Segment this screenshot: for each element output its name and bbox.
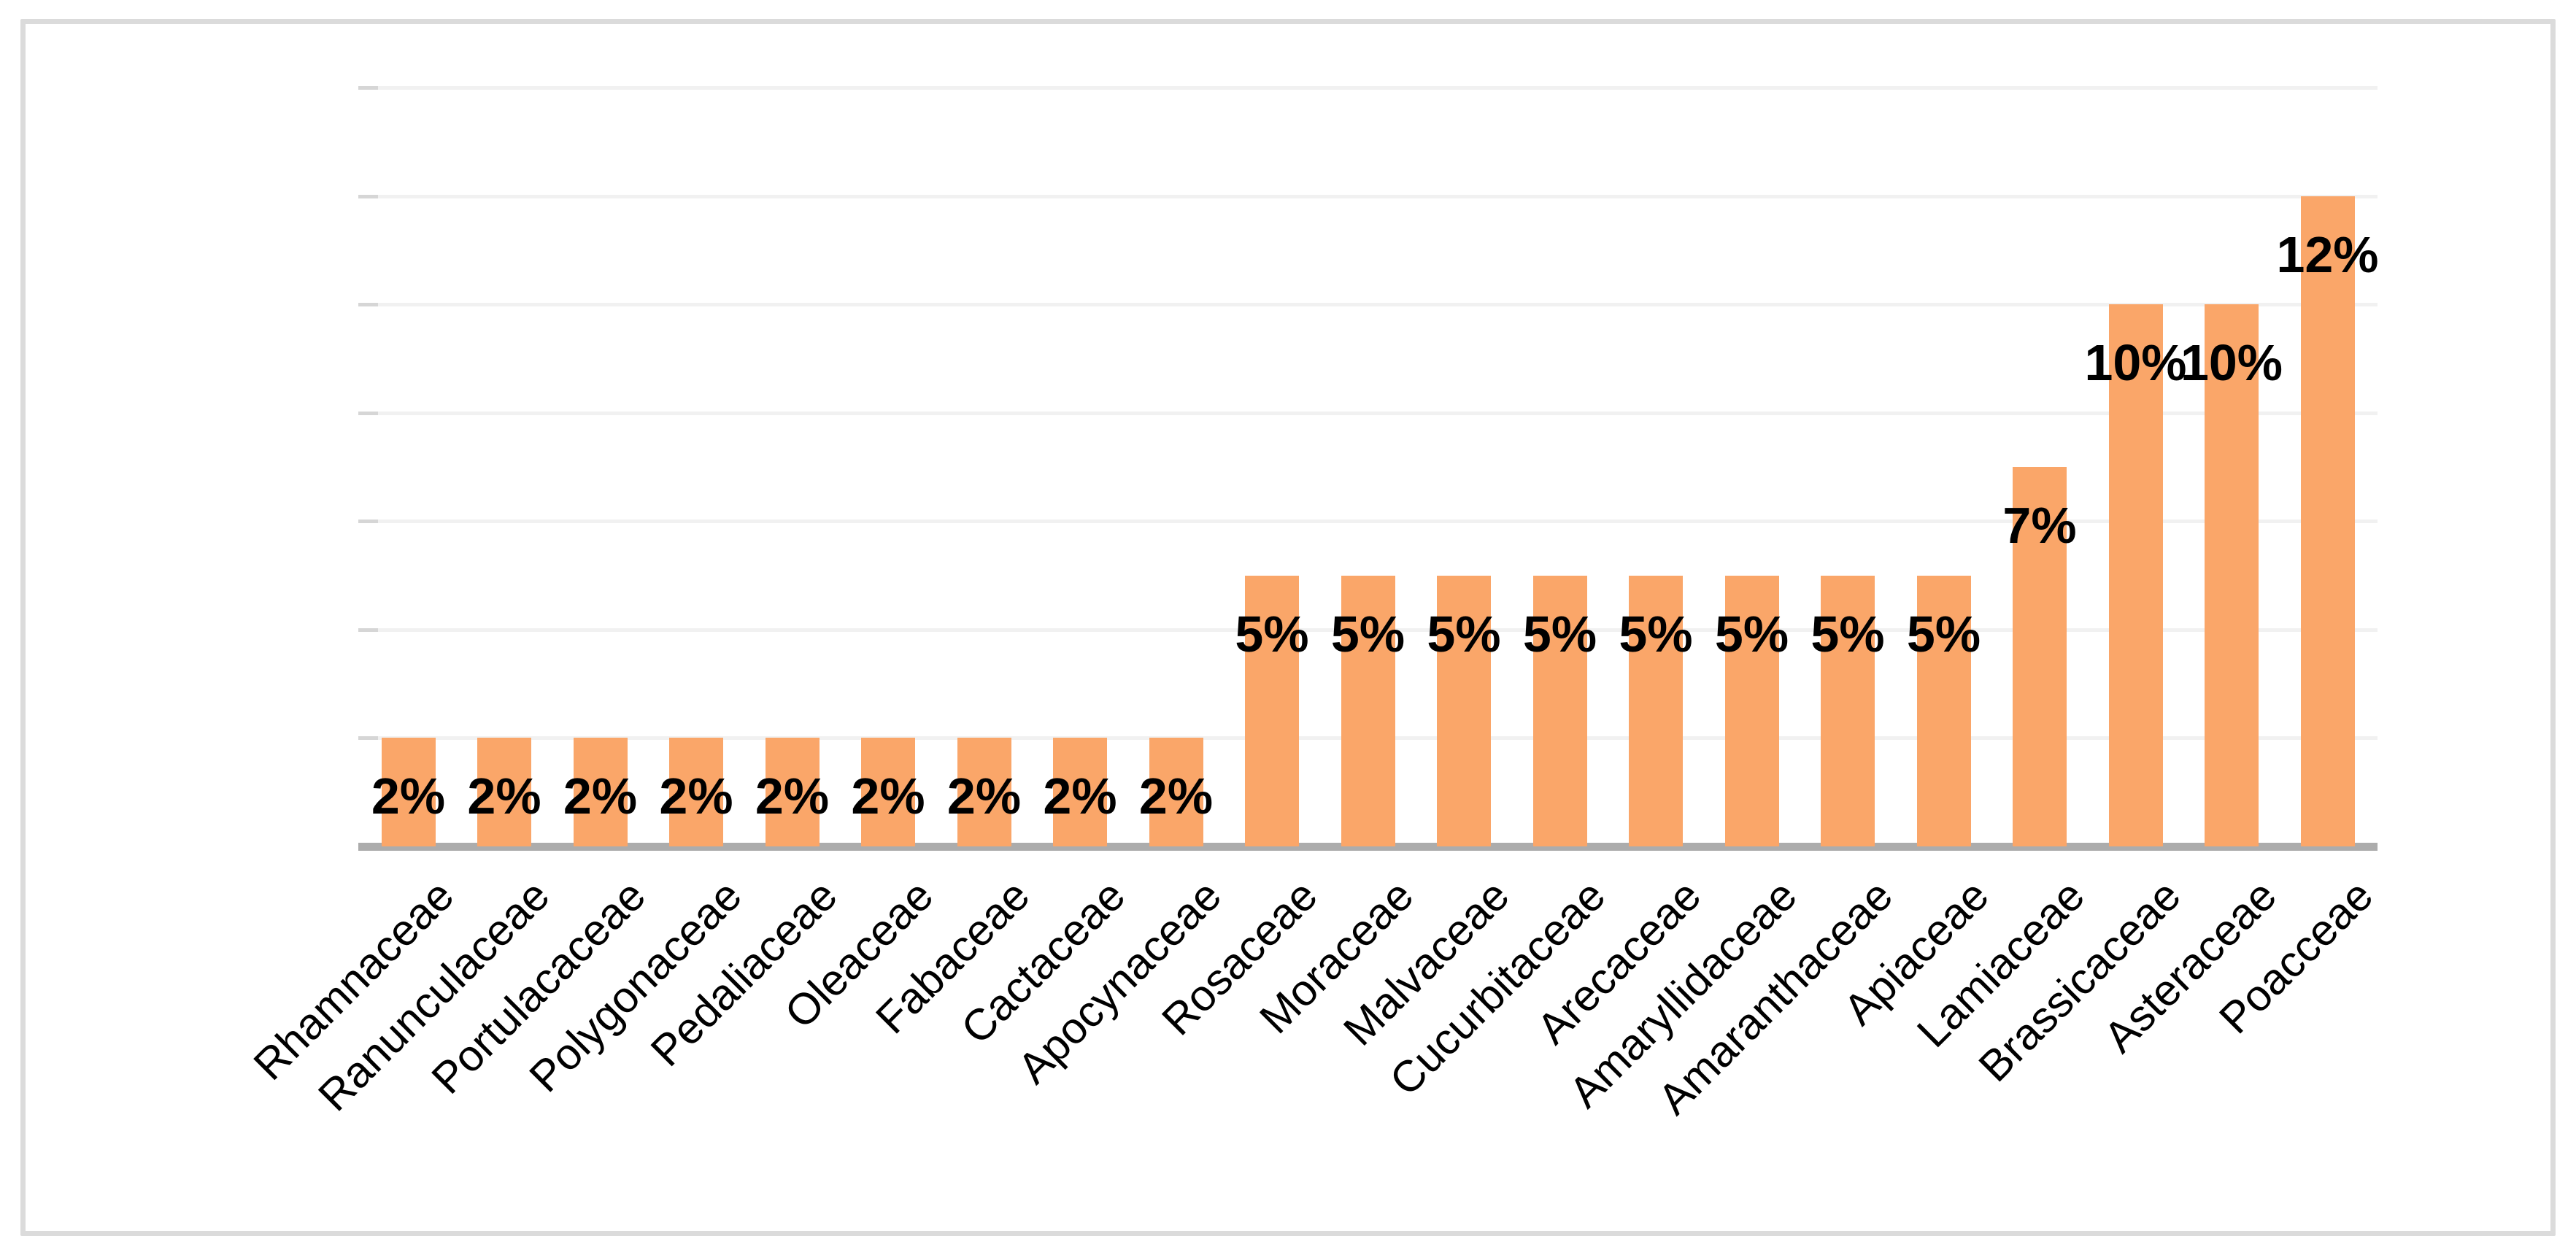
bar bbox=[2013, 467, 2067, 846]
bar-value-label: 5% bbox=[1810, 605, 1885, 663]
y-axis-tick bbox=[358, 628, 378, 632]
gridline bbox=[358, 411, 2378, 415]
chart-frame-border bbox=[20, 19, 2556, 1236]
y-axis-tick bbox=[358, 86, 378, 90]
bar-value-label: 2% bbox=[946, 768, 1022, 825]
bar bbox=[669, 738, 723, 846]
gridline bbox=[358, 86, 2378, 90]
y-axis-tick bbox=[358, 736, 378, 741]
bar bbox=[861, 738, 915, 846]
bar-value-label: 5% bbox=[1619, 605, 1693, 663]
bar bbox=[2108, 304, 2163, 846]
bar bbox=[2300, 196, 2355, 846]
gridline bbox=[358, 303, 2378, 307]
x-axis-line bbox=[358, 843, 2378, 851]
bar-value-label: 5% bbox=[1235, 605, 1309, 663]
bar-value-label: 2% bbox=[371, 768, 446, 825]
bar bbox=[765, 738, 820, 846]
bar-value-label: 2% bbox=[1043, 768, 1117, 825]
bar bbox=[957, 738, 1011, 846]
bar bbox=[477, 738, 531, 846]
y-axis-tick bbox=[358, 411, 378, 415]
bar bbox=[1341, 575, 1395, 846]
bar bbox=[1245, 575, 1299, 846]
bar-value-label: 5% bbox=[1330, 605, 1405, 663]
bar-value-label: 2% bbox=[1138, 768, 1214, 825]
bar bbox=[1724, 575, 1779, 846]
bar bbox=[1437, 575, 1491, 846]
bar bbox=[1532, 575, 1587, 846]
y-axis-tick bbox=[358, 303, 378, 307]
bar-value-label: 5% bbox=[1522, 605, 1597, 663]
bar-value-label: 5% bbox=[1714, 605, 1789, 663]
bar-value-label: 2% bbox=[467, 768, 541, 825]
bar bbox=[381, 738, 436, 846]
bar-value-label: 2% bbox=[563, 768, 638, 825]
bar bbox=[1629, 575, 1683, 846]
gridline bbox=[358, 194, 2378, 198]
bar-value-label: 10% bbox=[2084, 334, 2187, 392]
bar bbox=[2205, 304, 2259, 846]
y-axis-tick bbox=[358, 194, 378, 198]
gridline bbox=[358, 520, 2378, 524]
bar-value-label: 2% bbox=[659, 768, 733, 825]
bar-value-label: 10% bbox=[2180, 334, 2283, 392]
bar-value-label: 5% bbox=[1427, 605, 1501, 663]
y-axis-tick bbox=[358, 520, 378, 524]
bar-value-label: 5% bbox=[1906, 605, 1981, 663]
bar-value-label: 7% bbox=[2002, 497, 2077, 554]
bar-value-label: 12% bbox=[2276, 225, 2379, 283]
bar-value-label: 2% bbox=[851, 768, 925, 825]
bar bbox=[1053, 738, 1107, 846]
bar bbox=[573, 738, 628, 846]
bar bbox=[1821, 575, 1875, 846]
bar bbox=[1149, 738, 1203, 846]
bar bbox=[1916, 575, 1971, 846]
bar-value-label: 2% bbox=[755, 768, 830, 825]
